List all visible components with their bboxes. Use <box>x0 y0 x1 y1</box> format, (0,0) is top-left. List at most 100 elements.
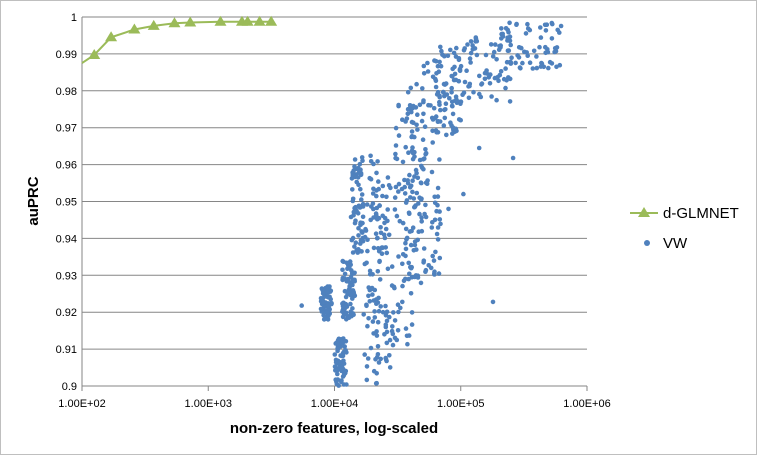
vw-point <box>443 81 449 86</box>
vw-point <box>391 310 396 315</box>
vw-point <box>420 86 425 91</box>
vw-point <box>479 82 484 87</box>
y-tick-label: 0.94 <box>56 233 77 245</box>
vw-point <box>395 328 401 333</box>
vw-point <box>439 48 444 54</box>
vw-point <box>550 21 555 27</box>
axes <box>81 17 588 391</box>
y-axis-title: auPRC <box>25 176 42 225</box>
vw-point <box>538 64 544 69</box>
vw-point <box>447 96 452 101</box>
vw-point <box>347 265 352 271</box>
vw-point <box>396 309 401 315</box>
vw-point <box>400 159 406 165</box>
vw-point <box>389 328 395 334</box>
vw-point <box>404 237 409 242</box>
vw-point <box>374 371 380 376</box>
vw-point <box>383 313 389 318</box>
vw-point <box>336 342 341 348</box>
vw-point <box>429 225 435 230</box>
vw-point <box>395 302 401 308</box>
vw-point <box>487 81 493 86</box>
vw-point <box>377 203 382 208</box>
vw-point <box>392 285 397 291</box>
vw-point <box>406 210 412 216</box>
vw-point <box>392 207 398 212</box>
d-glmnet-marker <box>241 15 254 26</box>
vw-point <box>470 47 476 52</box>
vw-point <box>438 107 443 113</box>
vw-point <box>321 317 327 322</box>
vw-point <box>421 260 426 265</box>
y-tick-label: 0.97 <box>56 123 77 135</box>
vw-point <box>418 280 424 286</box>
vw-point <box>393 151 398 157</box>
vw-point <box>343 311 349 317</box>
vw-point <box>437 59 442 65</box>
vw-point <box>515 53 520 58</box>
vw-point <box>363 226 368 232</box>
vw-point <box>499 26 504 31</box>
vw-point <box>400 299 405 305</box>
vw-point <box>410 178 415 183</box>
vw-point <box>386 183 392 188</box>
vw-point <box>431 258 437 263</box>
vw-point <box>443 101 449 106</box>
vw-point <box>356 233 361 238</box>
vw-point <box>392 318 398 323</box>
vw-point <box>434 208 439 214</box>
vw-point <box>432 217 438 223</box>
vw-point <box>358 248 363 254</box>
vw-point <box>438 221 443 227</box>
d-glmnet-marker <box>128 23 141 34</box>
vw-point <box>434 231 440 237</box>
vw-point <box>405 341 410 347</box>
vw-point <box>339 340 345 345</box>
vw-point <box>506 30 511 35</box>
vw-point <box>468 39 474 44</box>
vw-point <box>365 356 371 361</box>
vw-point <box>490 299 496 305</box>
vw-point <box>495 74 500 80</box>
vw-point <box>376 360 382 365</box>
vw-point <box>385 266 391 272</box>
vw-point <box>434 71 439 76</box>
vw-point <box>340 303 346 309</box>
vw-point <box>409 109 414 115</box>
vw-point <box>423 269 428 275</box>
vw-point <box>405 89 411 95</box>
vw-point <box>454 45 459 51</box>
vw-point <box>350 278 355 284</box>
vw-point <box>378 356 384 362</box>
vw-point <box>409 310 415 315</box>
vw-point <box>457 68 463 74</box>
vw-point <box>348 274 354 280</box>
vw-point <box>410 225 416 230</box>
vw-point <box>440 52 445 57</box>
vw-point <box>375 344 381 349</box>
vw-point <box>403 144 409 150</box>
vw-point <box>458 63 464 69</box>
vw-point <box>449 85 455 91</box>
vw-point <box>344 260 350 266</box>
x-tick-label: 1.00E+02 <box>58 398 105 410</box>
vw-point <box>413 167 419 173</box>
vw-point <box>504 59 510 65</box>
vw-point <box>558 23 564 29</box>
vw-point <box>366 285 372 290</box>
vw-point <box>425 60 430 66</box>
vw-point <box>467 83 472 89</box>
vw-point <box>432 194 438 200</box>
vw-point <box>491 49 497 55</box>
vw-point <box>437 255 443 261</box>
vw-point <box>368 159 374 164</box>
vw-point <box>341 350 347 355</box>
d-glmnet-marker <box>253 15 266 26</box>
vw-point <box>537 44 542 50</box>
legend-entry-vw: VW <box>644 235 688 252</box>
vw-point <box>549 36 555 41</box>
vw-point <box>365 248 370 254</box>
vw-point <box>400 283 405 289</box>
vw-point <box>518 66 523 71</box>
y-tick-label: 0.98 <box>56 86 77 98</box>
